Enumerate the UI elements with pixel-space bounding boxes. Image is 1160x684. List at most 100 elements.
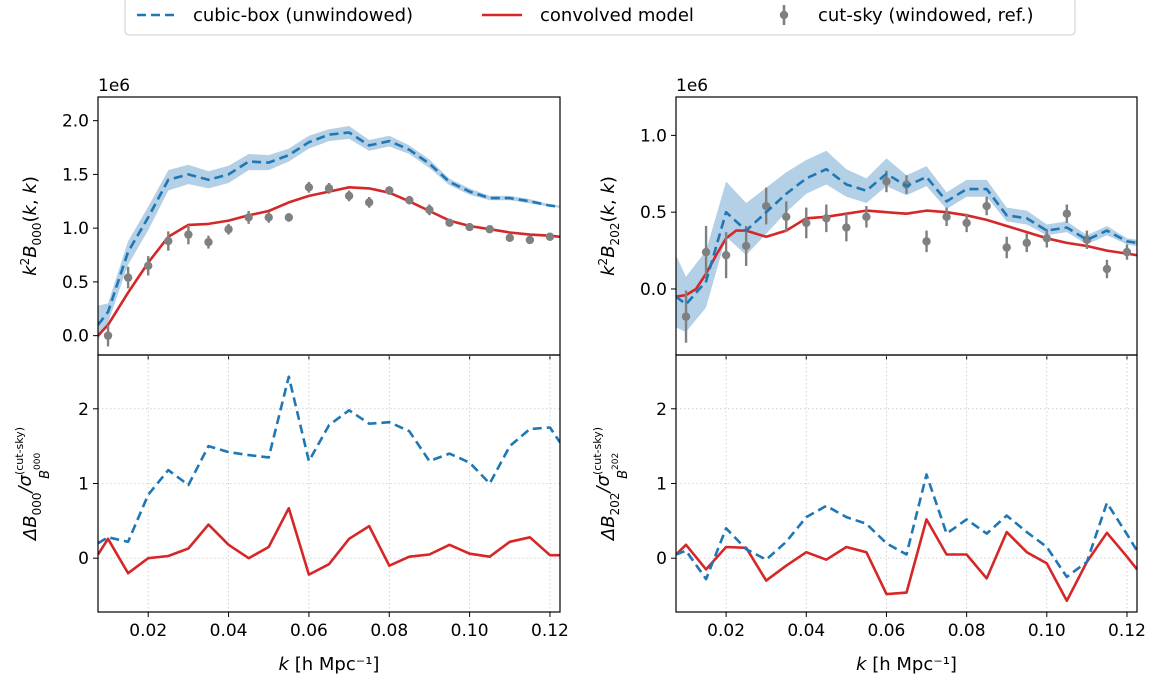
cubic-box-line [676, 167, 1137, 306]
legend: cubic-box (unwindowed) convolved model c… [124, 0, 1076, 36]
y-offset-text: 1e6 [676, 76, 708, 96]
cut-sky-point [822, 214, 831, 223]
cut-sky-point [264, 213, 273, 222]
x-tick-label: 0.08 [370, 621, 408, 641]
cubic-uncertainty-band [676, 150, 1137, 332]
cut-sky-point [942, 212, 951, 221]
cut-sky-point [982, 201, 991, 211]
cut-sky-point [741, 241, 751, 251]
y-tick-label: 2 [78, 400, 89, 420]
cut-sky-point [1102, 264, 1112, 274]
y-tick-label: 1 [78, 475, 89, 495]
legend-model-label: convolved model [540, 5, 694, 26]
cut-sky-point [123, 273, 133, 282]
y-tick-label: 0.0 [640, 280, 667, 300]
x-tick-label: 0.06 [868, 621, 906, 641]
y-tick-label: 2.0 [62, 112, 89, 132]
x-tick-label: 0.12 [531, 621, 569, 641]
cut-sky-point [144, 261, 153, 270]
cut-sky-point [164, 236, 173, 246]
plot-area [98, 126, 560, 347]
cut-sky-point [681, 312, 691, 321]
cut-sky-point [505, 233, 514, 243]
y-tick-label: 1.0 [62, 219, 89, 239]
legend-cubic-label: cubic-box (unwindowed) [193, 5, 413, 26]
cut-sky-point [425, 205, 434, 215]
cut-sky-point [922, 237, 931, 246]
cut-sky-point [204, 237, 213, 247]
cubic-box-line [98, 375, 560, 545]
cut-sky-point [545, 232, 555, 241]
convolved-model-line [98, 506, 560, 576]
y-tick-label: 1.5 [62, 165, 89, 185]
cut-sky-point [761, 201, 771, 211]
legend-ref-label: cut-sky (windowed, ref.) [818, 5, 1034, 26]
panel-top-left: 0.0 0.5 1.0 1.5 2.0 1e6 k2B000(k, k) [18, 76, 561, 360]
plot-area [676, 150, 1137, 343]
y-axis-label: ΔB202/σ(cut-sky) B202 [591, 427, 631, 542]
cut-sky-point [721, 250, 731, 260]
cut-sky-point [364, 198, 374, 207]
x-axis-label: k [h Mpc⁻¹] [279, 654, 380, 675]
x-tick-label: 0.02 [707, 621, 745, 641]
convolved-model-line [98, 186, 560, 337]
cut-sky-point [525, 235, 535, 245]
y-axis-label: k2B000(k, k) [18, 176, 44, 276]
y-axis-label: ΔB000/σ(cut-sky) B000 [13, 427, 53, 542]
convolved-model-line [676, 518, 1137, 603]
y-tick-label: 0.0 [62, 327, 89, 347]
cut-sky-point [1002, 243, 1011, 252]
cubic-box-line [676, 473, 1137, 581]
x-tick-label: 0.04 [210, 621, 248, 641]
cut-sky-point [485, 225, 494, 234]
plot-area [98, 375, 560, 576]
plot-area [676, 473, 1137, 603]
cut-sky-point [304, 183, 314, 192]
cut-sky-point [324, 184, 334, 193]
cut-sky-point [184, 230, 193, 239]
cut-sky-point [344, 191, 354, 201]
y-offset-text: 1e6 [98, 76, 130, 96]
cut-sky-point [802, 218, 811, 228]
cut-sky-point [465, 222, 474, 232]
panel-bottom-left: 0 1 2 0.02 0.04 0.06 0.08 0.10 0.12 ΔB000/σ(cut-s… [13, 354, 569, 675]
cut-sky-point [224, 225, 233, 234]
x-tick-label: 0.02 [129, 621, 167, 641]
cut-sky-point [385, 186, 394, 195]
cut-sky-point [445, 218, 454, 227]
x-tick-label: 0.06 [290, 621, 328, 641]
x-tick-label: 0.10 [1028, 621, 1066, 641]
x-tick-label: 0.08 [948, 621, 986, 641]
cubic-uncertainty-band [98, 126, 560, 340]
cut-sky-point [103, 331, 113, 340]
cut-sky-point [862, 212, 871, 221]
cut-sky-point [782, 212, 791, 221]
cubic-box-line [98, 131, 560, 326]
cut-sky-point [842, 223, 851, 232]
cut-sky-point [1022, 238, 1031, 248]
x-tick-label: 0.10 [451, 621, 489, 641]
y-axis-label: k2B202(k, k) [596, 176, 622, 276]
cut-sky-point [701, 247, 711, 257]
y-tick-label: 0.5 [640, 203, 667, 223]
cut-sky-point [405, 196, 414, 205]
cut-sky-point [1122, 247, 1132, 257]
panel-bottom-right: 0 1 2 0.02 0.04 0.06 0.08 0.10 0.12 ΔB202/σ(cut-s… [591, 354, 1146, 675]
x-axis-label: k [h Mpc⁻¹] [856, 654, 957, 675]
cut-sky-point [902, 180, 911, 189]
y-tick-label: 1 [656, 475, 667, 495]
y-tick-label: 0 [78, 549, 89, 569]
cut-sky-point [244, 213, 253, 222]
legend-ref-swatch-dot [779, 10, 789, 20]
panel-top-right: 0.0 0.5 1.0 1e6 k2B202(k, k) [596, 76, 1138, 360]
cut-sky-point [882, 177, 891, 186]
y-tick-label: 0 [656, 549, 667, 569]
y-tick-label: 0.5 [62, 273, 89, 293]
cut-sky-point [1042, 234, 1052, 243]
x-tick-label: 0.12 [1108, 621, 1146, 641]
legend-frame [124, 0, 1076, 36]
y-tick-label: 1.0 [640, 126, 667, 146]
cut-sky-point [1062, 209, 1072, 218]
cut-sky-point [284, 213, 294, 222]
